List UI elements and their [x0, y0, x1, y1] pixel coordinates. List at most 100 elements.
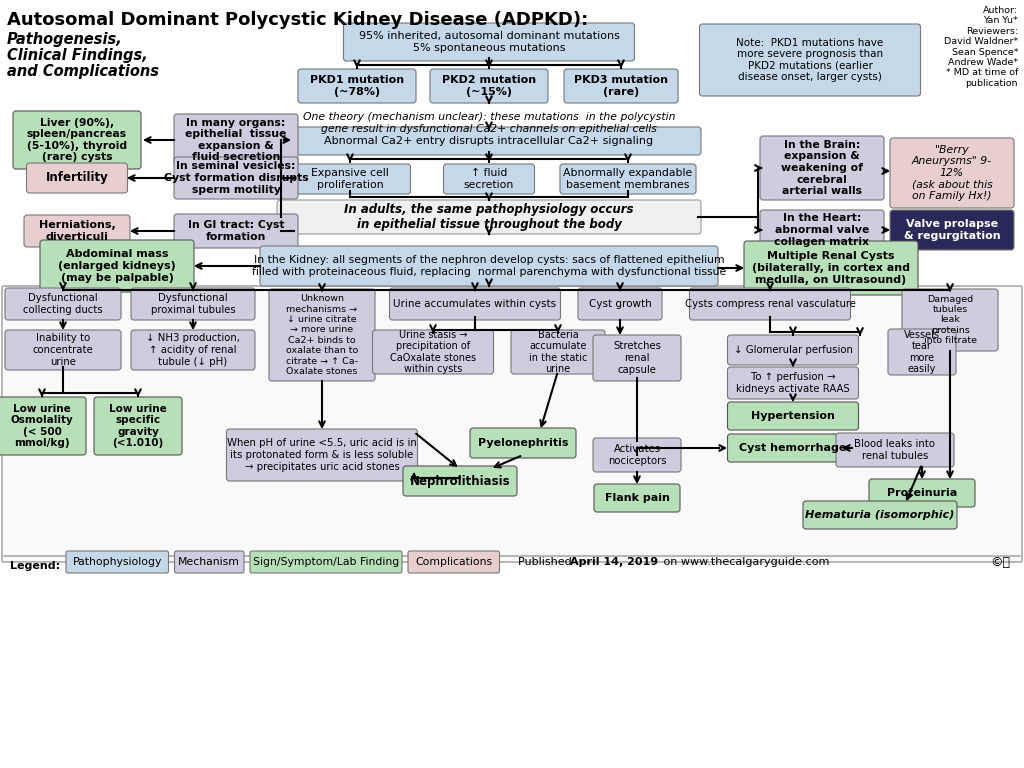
Text: ↓ Glomerular perfusion: ↓ Glomerular perfusion: [733, 345, 852, 355]
FancyBboxPatch shape: [174, 214, 298, 248]
Text: Blood leaks into
renal tubules: Blood leaks into renal tubules: [854, 439, 936, 461]
FancyBboxPatch shape: [131, 288, 255, 320]
Text: Pyelonephritis: Pyelonephritis: [478, 438, 568, 448]
FancyBboxPatch shape: [760, 136, 884, 200]
FancyBboxPatch shape: [373, 330, 494, 374]
Text: Damaged
tubules
leak
proteins
into filtrate: Damaged tubules leak proteins into filtr…: [924, 295, 977, 346]
FancyBboxPatch shape: [888, 329, 956, 375]
Text: Autosomal Dominant Polycystic Kidney Disease (ADPKD):: Autosomal Dominant Polycystic Kidney Dis…: [7, 11, 588, 29]
Text: Expansive cell
proliferation: Expansive cell proliferation: [311, 168, 389, 190]
Text: To ↑ perfusion →
kidneys activate RAAS: To ↑ perfusion → kidneys activate RAAS: [736, 372, 850, 394]
FancyBboxPatch shape: [727, 402, 858, 430]
FancyBboxPatch shape: [174, 157, 298, 199]
Text: April 14, 2019: April 14, 2019: [569, 557, 657, 567]
Text: One theory (mechanism unclear): these mutations  in the polycystin
gene result i: One theory (mechanism unclear): these mu…: [303, 112, 675, 134]
Text: Bacteria
accumulate
in the static
urine: Bacteria accumulate in the static urine: [528, 329, 587, 375]
FancyBboxPatch shape: [290, 164, 411, 194]
Text: Published: Published: [517, 557, 574, 567]
FancyBboxPatch shape: [2, 286, 1022, 562]
FancyBboxPatch shape: [593, 335, 681, 381]
Text: Legend:: Legend:: [10, 561, 60, 571]
Text: Low urine
Osmolality
(< 500
mmol/kg): Low urine Osmolality (< 500 mmol/kg): [10, 404, 74, 449]
Text: PKD3 mutation
(rare): PKD3 mutation (rare): [574, 75, 668, 97]
Text: Unknown
mechanisms →
↓ urine citrate
→ more urine
Ca2+ binds to
oxalate than to
: Unknown mechanisms → ↓ urine citrate → m…: [286, 294, 358, 376]
Text: Note:  PKD1 mutations have
more severe prognosis than
PKD2 mutations (earlier
di: Note: PKD1 mutations have more severe pr…: [736, 38, 884, 82]
Text: PKD1 mutation
(~78%): PKD1 mutation (~78%): [310, 75, 404, 97]
FancyBboxPatch shape: [727, 335, 858, 365]
FancyBboxPatch shape: [593, 438, 681, 472]
Text: 95% inherited, autosomal dominant mutations
5% spontaneous mutations: 95% inherited, autosomal dominant mutati…: [358, 31, 620, 53]
Text: Abnormal Ca2+ entry disrupts intracellular Ca2+ signaling: Abnormal Ca2+ entry disrupts intracellul…: [325, 136, 653, 146]
Text: Cysts compress renal vasculature: Cysts compress renal vasculature: [685, 299, 855, 309]
FancyBboxPatch shape: [389, 288, 560, 320]
Text: Infertility: Infertility: [46, 171, 109, 184]
FancyBboxPatch shape: [727, 434, 858, 462]
FancyBboxPatch shape: [902, 289, 998, 351]
FancyBboxPatch shape: [430, 69, 548, 103]
Text: In the Heart:
abnormal valve
collagen matrix: In the Heart: abnormal valve collagen ma…: [774, 214, 869, 247]
FancyBboxPatch shape: [511, 330, 605, 374]
Text: ↑ fluid
secretion: ↑ fluid secretion: [464, 168, 514, 190]
Text: When pH of urine <5.5, uric acid is in
its protonated form & is less soluble
→ p: When pH of urine <5.5, uric acid is in i…: [227, 439, 417, 472]
FancyBboxPatch shape: [578, 288, 662, 320]
Text: Activates
nociceptors: Activates nociceptors: [607, 444, 667, 466]
Text: In GI tract: Cyst
formation: In GI tract: Cyst formation: [187, 220, 285, 242]
FancyBboxPatch shape: [836, 433, 954, 467]
Text: and Complications: and Complications: [7, 64, 159, 79]
Text: Author:
Yan Yu*
Reviewers:
David Waldner*
Sean Spence*
Andrew Wade*
* MD at time: Author: Yan Yu* Reviewers: David Waldner…: [944, 6, 1018, 88]
Text: Cyst hemorrhage: Cyst hemorrhage: [739, 443, 847, 453]
FancyBboxPatch shape: [408, 551, 500, 573]
Text: Hematuria (isomorphic): Hematuria (isomorphic): [805, 510, 954, 520]
FancyBboxPatch shape: [869, 479, 975, 507]
Text: Proteinuria: Proteinuria: [887, 488, 957, 498]
FancyBboxPatch shape: [689, 288, 851, 320]
Text: Hypertension: Hypertension: [751, 411, 835, 421]
FancyBboxPatch shape: [343, 23, 635, 61]
FancyBboxPatch shape: [94, 397, 182, 455]
Text: Pathogenesis,: Pathogenesis,: [7, 32, 123, 47]
FancyBboxPatch shape: [803, 501, 957, 529]
Text: Urine stasis →
precipitation of
CaOxalate stones
within cysts: Urine stasis → precipitation of CaOxalat…: [390, 329, 476, 375]
FancyBboxPatch shape: [24, 215, 130, 247]
Text: In the Kidney: all segments of the nephron develop cysts: sacs of flattened epit: In the Kidney: all segments of the nephr…: [252, 255, 726, 276]
Text: In the Brain:
expansion &
weakening of
cerebral
arterial walls: In the Brain: expansion & weakening of c…: [781, 140, 863, 196]
FancyBboxPatch shape: [66, 551, 169, 573]
Text: In many organs:
epithelial  tissue
expansion &
fluid secretion: In many organs: epithelial tissue expans…: [185, 118, 287, 162]
FancyBboxPatch shape: [174, 114, 298, 166]
FancyBboxPatch shape: [890, 138, 1014, 208]
FancyBboxPatch shape: [5, 288, 121, 320]
Text: PKD2 mutation
(~15%): PKD2 mutation (~15%): [442, 75, 536, 97]
Text: Sign/Symptom/Lab Finding: Sign/Symptom/Lab Finding: [253, 557, 399, 567]
FancyBboxPatch shape: [727, 367, 858, 399]
FancyBboxPatch shape: [760, 210, 884, 250]
FancyBboxPatch shape: [269, 289, 375, 381]
FancyBboxPatch shape: [174, 551, 244, 573]
Text: Complications: Complications: [415, 557, 493, 567]
Text: Dysfunctional
collecting ducts: Dysfunctional collecting ducts: [24, 293, 102, 315]
FancyBboxPatch shape: [594, 484, 680, 512]
FancyBboxPatch shape: [470, 428, 575, 458]
Text: Herniations,
diverticuli: Herniations, diverticuli: [39, 220, 116, 242]
Text: Multiple Renal Cysts
(bilaterally, in cortex and
medulla, on Ultrasound): Multiple Renal Cysts (bilaterally, in co…: [752, 251, 910, 285]
Text: Urine accumulates within cysts: Urine accumulates within cysts: [393, 299, 557, 309]
FancyBboxPatch shape: [226, 429, 418, 481]
FancyBboxPatch shape: [260, 246, 718, 286]
Text: Pathophysiology: Pathophysiology: [73, 557, 162, 567]
Text: Mechanism: Mechanism: [178, 557, 241, 567]
FancyBboxPatch shape: [564, 69, 678, 103]
Text: Abnormally expandable
basement membranes: Abnormally expandable basement membranes: [563, 168, 692, 190]
Text: Nephrolithiasis: Nephrolithiasis: [410, 475, 510, 488]
Text: In adults, the same pathophysiology occurs
in epithelial tissue throughout the b: In adults, the same pathophysiology occu…: [344, 203, 634, 231]
FancyBboxPatch shape: [744, 241, 918, 295]
FancyBboxPatch shape: [278, 200, 701, 234]
Text: ↓ NH3 production,
↑ acidity of renal
tubule (↓ pH): ↓ NH3 production, ↑ acidity of renal tub…: [146, 333, 240, 366]
FancyBboxPatch shape: [0, 397, 86, 455]
FancyBboxPatch shape: [890, 210, 1014, 250]
Text: Liver (90%),
spleen/pancreas
(5-10%), thyroid
(rare) cysts: Liver (90%), spleen/pancreas (5-10%), th…: [27, 118, 127, 162]
Text: Low urine
specific
gravity
(<1.010): Low urine specific gravity (<1.010): [110, 404, 167, 449]
Text: Stretches
renal
capsule: Stretches renal capsule: [613, 342, 662, 375]
FancyBboxPatch shape: [278, 127, 701, 155]
Text: Valve prolapse
& regurgitation: Valve prolapse & regurgitation: [904, 219, 1000, 241]
Text: Abdominal mass
(enlarged kidneys)
(may be palpable): Abdominal mass (enlarged kidneys) (may b…: [58, 250, 176, 283]
FancyBboxPatch shape: [13, 111, 141, 169]
